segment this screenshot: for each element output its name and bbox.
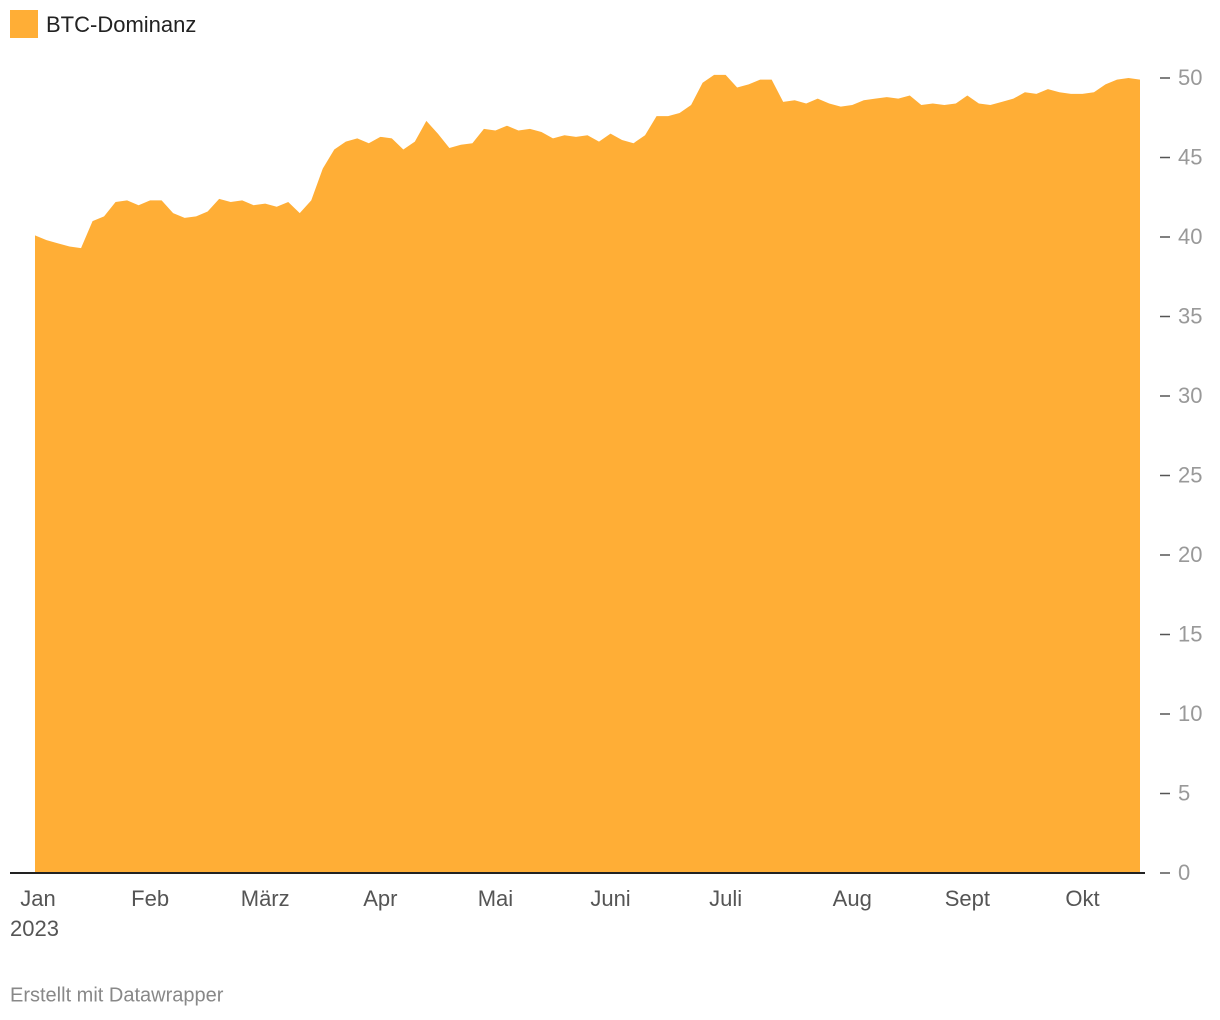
- x-tick-label: Aug: [833, 886, 872, 911]
- y-tick-label: 0: [1178, 860, 1190, 885]
- y-tick-label: 25: [1178, 462, 1202, 487]
- legend-swatch: [10, 10, 38, 38]
- x-tick-label: Juli: [709, 886, 742, 911]
- x-tick-label: Okt: [1065, 886, 1099, 911]
- y-tick-label: 15: [1178, 621, 1202, 646]
- area: [35, 74, 1140, 873]
- x-year-label: 2023: [10, 916, 59, 941]
- x-tick-label: Sept: [945, 886, 990, 911]
- x-tick-label: Mai: [478, 886, 513, 911]
- y-tick-label: 5: [1178, 780, 1190, 805]
- y-tick-label: 50: [1178, 65, 1202, 90]
- legend-label: BTC-Dominanz: [46, 12, 196, 37]
- y-tick-label: 40: [1178, 224, 1202, 249]
- y-tick-label: 35: [1178, 303, 1202, 328]
- x-tick-label: Juni: [590, 886, 630, 911]
- y-tick-label: 45: [1178, 144, 1202, 169]
- footer: Erstellt mit Datawrapper: [10, 984, 224, 1006]
- x-tick-label: Apr: [363, 886, 397, 911]
- x-tick-label: März: [241, 886, 290, 911]
- x-tick-label: Jan: [20, 886, 55, 911]
- y-tick-label: 10: [1178, 701, 1202, 726]
- y-tick-label: 20: [1178, 542, 1202, 567]
- y-tick-label: 30: [1178, 383, 1202, 408]
- x-tick-label: Feb: [131, 886, 169, 911]
